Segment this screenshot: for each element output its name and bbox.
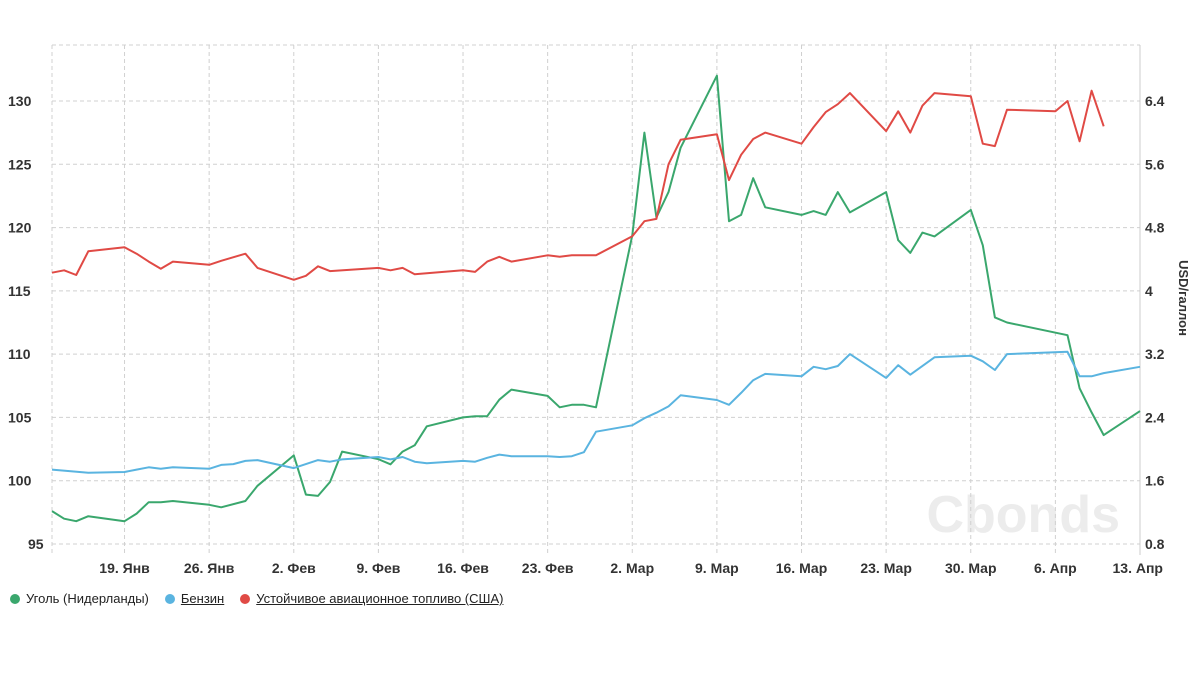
- legend-item-saf[interactable]: Устойчивое авиационное топливо (США): [240, 591, 503, 606]
- x-tick-label: 2. Мар: [610, 560, 654, 576]
- left-tick-label: 130: [8, 93, 32, 109]
- left-tick-label: 115: [8, 283, 31, 299]
- right-tick-label: 4.8: [1145, 220, 1165, 236]
- x-tick-label: 9. Фев: [356, 560, 400, 576]
- x-tick-label: 19. Янв: [99, 560, 150, 576]
- right-tick-label: 4: [1145, 283, 1153, 299]
- x-tick-label: 13. Апр: [1113, 560, 1163, 576]
- x-tick-label: 2. Фев: [272, 560, 316, 576]
- x-tick-label: 26. Янв: [184, 560, 235, 576]
- legend-label: Устойчивое авиационное топливо (США): [256, 591, 504, 606]
- left-tick-label: 95: [28, 536, 44, 552]
- x-tick-label: 30. Мар: [945, 560, 997, 576]
- legend-label: Бензин: [180, 591, 225, 606]
- series-line-0: [51, 74, 1141, 523]
- left-tick-label: 105: [8, 409, 32, 425]
- x-tick-label: 16. Фев: [437, 560, 489, 576]
- left-tick-label: 110: [8, 346, 31, 362]
- right-tick-label: 3.2: [1145, 346, 1165, 362]
- legend-marker: [10, 593, 20, 604]
- line-chart: Cbonds 95 0.8 100 1.6 105 2.4 110 3.2 115 4 120 4.8 1…: [8, 44, 1191, 576]
- right-axis-label: USD/галлон: [1176, 260, 1191, 336]
- right-tick-label: 5.6: [1145, 156, 1165, 172]
- x-tick-label: 16. Мар: [776, 560, 828, 576]
- legend-item-gasoline[interactable]: Бензин: [164, 591, 225, 606]
- legend: Уголь (Нидерланды) Бензин Устойчивое ави…: [10, 591, 503, 606]
- x-tick-label: 9. Мар: [695, 560, 739, 576]
- legend-item-coal[interactable]: Уголь (Нидерланды): [10, 591, 149, 606]
- legend-marker: [164, 593, 175, 604]
- series-line-1: [51, 350, 1141, 474]
- left-tick-label: 125: [8, 156, 32, 172]
- legend-label: Уголь (Нидерланды): [26, 591, 149, 606]
- x-tick-label: 6. Апр: [1034, 560, 1077, 576]
- right-tick-label: 2.4: [1145, 409, 1165, 425]
- watermark: Cbonds: [926, 486, 1120, 544]
- left-tick-label: 120: [8, 220, 32, 236]
- right-tick-label: 6.4: [1145, 93, 1165, 109]
- left-tick-label: 100: [8, 473, 32, 489]
- legend-marker: [240, 593, 251, 604]
- right-tick-label: 1.6: [1145, 473, 1165, 489]
- series-line-2: [51, 89, 1105, 281]
- x-tick-label: 23. Мар: [860, 560, 912, 576]
- right-tick-label: 0.8: [1145, 536, 1165, 552]
- x-tick-label: 23. Фев: [522, 560, 574, 576]
